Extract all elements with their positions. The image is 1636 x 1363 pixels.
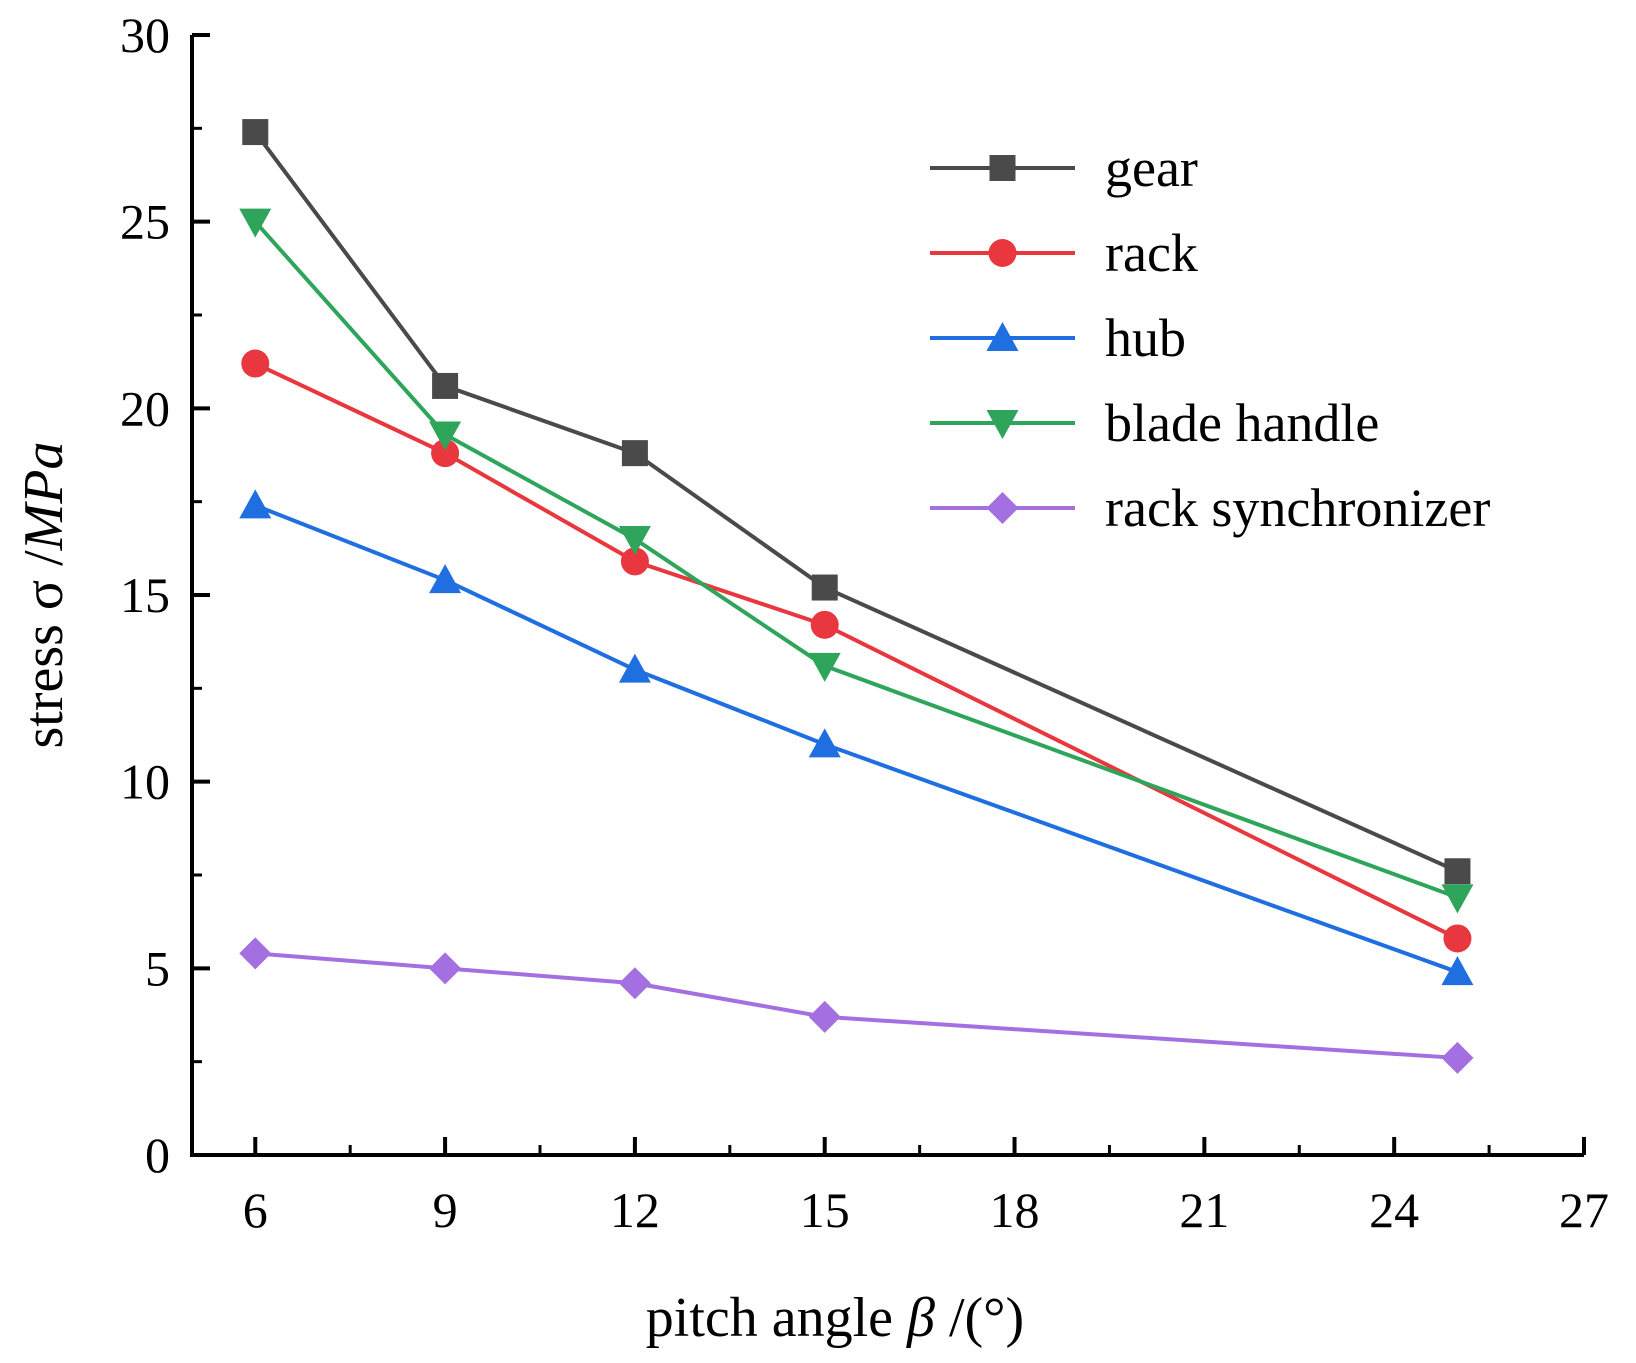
y-tick-label-15: 15	[120, 567, 170, 623]
data-point-gear-15	[811, 574, 838, 601]
data-point-gear-6	[242, 119, 269, 146]
data-point-rack-synchronizer-6	[239, 937, 272, 970]
y-tick-label-0: 0	[145, 1127, 170, 1183]
x-axis-title-symbol: β	[906, 1287, 935, 1349]
y-tick-label-5: 5	[145, 940, 170, 996]
data-point-gear-9	[432, 372, 459, 399]
data-point-blade-handle-15	[808, 652, 841, 682]
x-tick-label-12: 12	[610, 1182, 660, 1238]
x-axis-title-prefix: pitch angle	[646, 1287, 907, 1349]
series-layer	[239, 119, 1474, 1074]
series-rack-synchronizer	[239, 937, 1474, 1074]
data-point-hub-15	[808, 728, 841, 758]
legend-label-hub: hub	[1105, 308, 1186, 368]
series-line-blade-handle	[253, 220, 1459, 900]
data-point-blade-handle-25	[1441, 884, 1474, 914]
legend-marker-blade-handle	[986, 410, 1019, 439]
legend-marker-hub	[986, 322, 1019, 351]
data-point-blade-handle-9	[429, 421, 462, 451]
legend-item-rack-synchronizer: rack synchronizer	[930, 478, 1490, 538]
y-axis-title-prefix: stress σ /	[13, 550, 75, 749]
y-tick-label-25: 25	[120, 194, 170, 250]
x-tick-label-21: 21	[1179, 1182, 1229, 1238]
legend-marker-gear	[989, 155, 1016, 181]
x-tick-label-18: 18	[990, 1182, 1040, 1238]
x-tick-label-24: 24	[1369, 1182, 1419, 1238]
series-line-hub	[254, 503, 1459, 974]
legend-item-gear: gear	[930, 138, 1198, 198]
data-point-rack-synchronizer-12	[618, 967, 651, 1000]
data-point-rack-25	[1443, 924, 1472, 953]
y-tick-label-20: 20	[120, 380, 170, 436]
legend-item-blade-handle: blade handle	[930, 393, 1379, 453]
y-tick-label-10: 10	[120, 754, 170, 810]
legend: gear rack hub blade handle rack synchronizer	[930, 138, 1490, 538]
legend-item-hub: hub	[930, 308, 1186, 368]
y-axis-title-unit: MPa	[13, 441, 75, 551]
x-tick-label-6: 6	[243, 1182, 268, 1238]
data-point-hub-6	[239, 489, 272, 519]
series-blade-handle	[239, 208, 1474, 914]
axes: 0 5 10 15 20 25 30 6 9 12 15 18 21 24 27	[120, 7, 1609, 1238]
data-point-hub-9	[429, 564, 462, 594]
x-axis-title-suffix: /(°)	[935, 1287, 1024, 1349]
data-point-rack-synchronizer-25	[1441, 1041, 1474, 1074]
data-point-rack-synchronizer-9	[429, 952, 462, 985]
data-point-blade-handle-6	[239, 208, 272, 238]
legend-marker-rack-synchronizer	[986, 492, 1019, 524]
legend-label-gear: gear	[1105, 138, 1198, 198]
data-point-rack-6	[241, 349, 270, 378]
data-point-rack-12	[620, 547, 649, 576]
legend-label-rack-synchronizer: rack synchronizer	[1105, 478, 1490, 538]
data-point-rack-synchronizer-15	[808, 1000, 841, 1033]
y-axis-title: stress σ /MPa	[13, 441, 75, 748]
legend-marker-rack	[988, 239, 1017, 267]
legend-label-blade-handle: blade handle	[1105, 393, 1379, 453]
data-point-hub-25	[1441, 956, 1474, 986]
series-gear	[242, 119, 1471, 885]
data-point-gear-25	[1444, 858, 1471, 885]
legend-item-rack: rack	[930, 223, 1198, 283]
x-tick-label-9: 9	[433, 1182, 458, 1238]
y-tick-label-30: 30	[120, 7, 170, 63]
data-point-rack-9	[431, 439, 460, 468]
data-point-gear-12	[621, 440, 648, 467]
data-point-blade-handle-12	[618, 526, 651, 555]
x-tick-label-27: 27	[1559, 1182, 1609, 1238]
data-point-rack-15	[810, 610, 839, 639]
series-hub	[239, 489, 1474, 986]
data-point-hub-12	[618, 653, 651, 683]
series-rack	[241, 349, 1472, 953]
legend-label-rack: rack	[1105, 223, 1198, 283]
x-axis-title: pitch angle β /(°)	[646, 1287, 1024, 1349]
x-tick-label-15: 15	[800, 1182, 850, 1238]
